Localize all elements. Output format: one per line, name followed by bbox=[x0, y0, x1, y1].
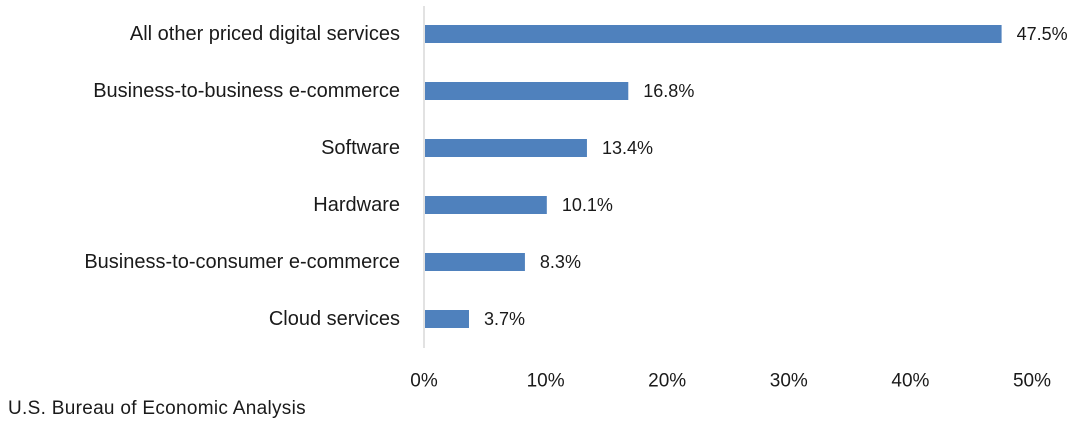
data-label: 16.8% bbox=[643, 81, 694, 101]
x-tick-label: 20% bbox=[648, 371, 686, 392]
data-label: 13.4% bbox=[602, 138, 653, 158]
category-labels: All other priced digital services Busines… bbox=[84, 23, 400, 330]
x-tick-label: 50% bbox=[1013, 371, 1051, 392]
data-label: 8.3% bbox=[540, 252, 581, 272]
data-label: 3.7% bbox=[484, 309, 525, 329]
x-tick-label: 30% bbox=[770, 371, 808, 392]
category-label: All other priced digital services bbox=[130, 23, 400, 45]
data-label: 10.1% bbox=[562, 195, 613, 215]
bar bbox=[425, 139, 587, 157]
source-note: U.S. Bureau of Economic Analysis bbox=[8, 398, 306, 419]
value-labels: 47.5% 16.8% 13.4% 10.1% 8.3% 3.7% bbox=[484, 24, 1068, 329]
x-tick-label: 40% bbox=[891, 371, 929, 392]
bar bbox=[425, 196, 547, 214]
category-label: Hardware bbox=[313, 194, 400, 216]
bar bbox=[425, 253, 525, 271]
x-tick-label: 10% bbox=[527, 371, 565, 392]
bar bbox=[425, 25, 1002, 43]
category-label: Business-to-consumer e-commerce bbox=[84, 251, 400, 273]
bar bbox=[425, 82, 629, 100]
bar bbox=[425, 310, 469, 328]
data-label: 47.5% bbox=[1017, 24, 1068, 44]
category-label: Business-to-business e-commerce bbox=[93, 80, 400, 102]
x-tick-labels: 0% 10% 20% 30% 40% 50% bbox=[410, 371, 1051, 392]
category-label: Software bbox=[321, 137, 400, 159]
bars bbox=[425, 25, 1002, 328]
x-tick-label: 0% bbox=[410, 371, 438, 392]
category-label: Cloud services bbox=[269, 308, 400, 330]
